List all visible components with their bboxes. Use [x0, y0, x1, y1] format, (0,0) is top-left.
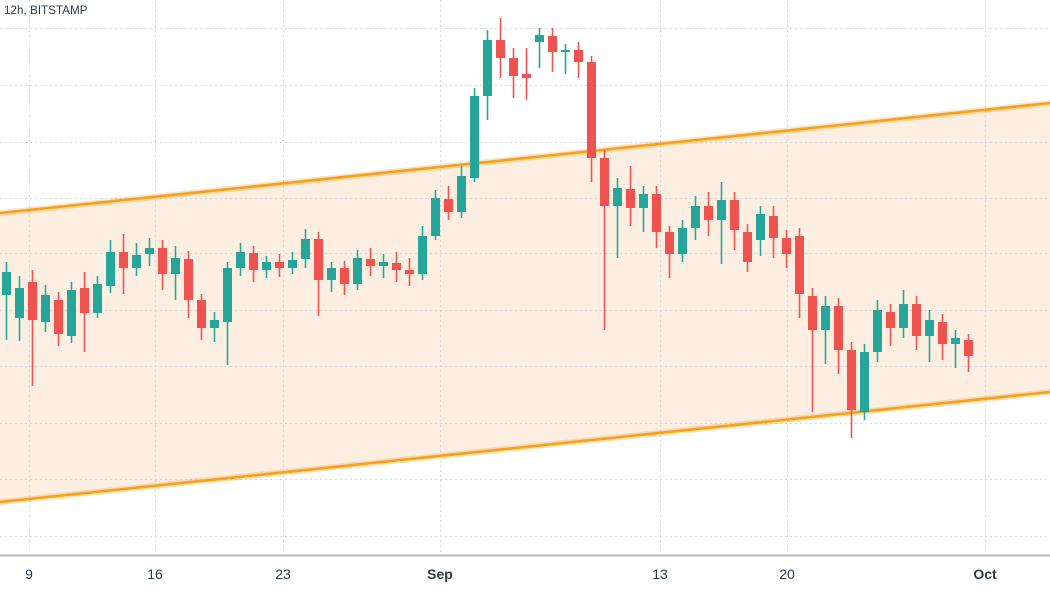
- channel-trendlines: [0, 100, 1050, 505]
- grid-lines: [0, 0, 1050, 555]
- channel-fill: [0, 103, 1050, 502]
- candlestick-series: [2, 18, 973, 438]
- chart-symbol-label: 12h, BITSTAMP: [4, 5, 88, 17]
